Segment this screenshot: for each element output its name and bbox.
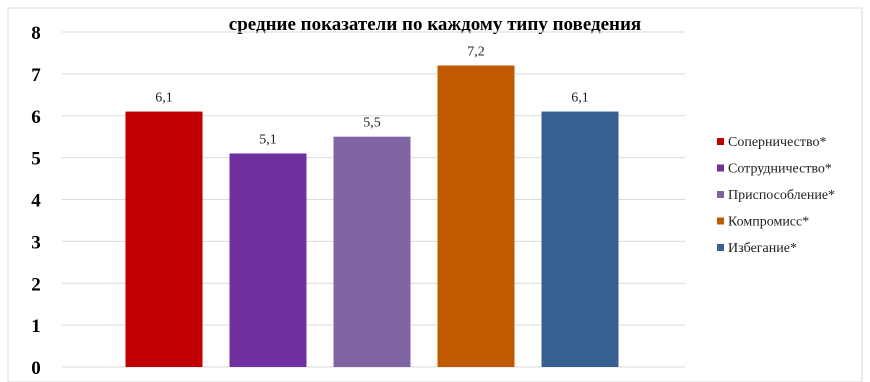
legend-swatch: [717, 164, 724, 172]
bar: [541, 111, 619, 367]
bar: [229, 153, 307, 367]
chart-frame: [7, 7, 863, 382]
data-label: 6,1: [571, 91, 589, 106]
chart-title: средние показатели по каждому типу повед…: [229, 14, 641, 35]
bar: [437, 65, 515, 367]
legend-swatch: [717, 217, 724, 225]
legend-label: Избегание*: [728, 241, 797, 256]
data-label: 5,1: [259, 132, 277, 147]
legend-swatch: [717, 138, 724, 145]
y-tick-label: 1: [31, 316, 41, 337]
data-labels: 6,1 5,1 5,5 7,2 6,1: [155, 45, 589, 148]
legend-label: Компромисс*: [728, 215, 809, 230]
y-axis-ticks: 0 1 2 3 4 5 6 7 8: [31, 23, 41, 379]
y-tick-label: 5: [31, 149, 41, 170]
legend-swatch: [717, 191, 724, 198]
y-tick-label: 3: [31, 232, 41, 253]
y-tick-label: 6: [31, 107, 41, 128]
legend-label: Сотрудничество*: [728, 162, 832, 177]
bar: [125, 111, 203, 367]
data-label: 6,1: [155, 91, 173, 106]
y-tick-label: 8: [31, 23, 41, 44]
bar: [333, 136, 411, 367]
legend-label: Приспособление*: [728, 188, 835, 203]
legend-swatch: [717, 244, 724, 251]
y-tick-label: 7: [31, 65, 41, 86]
data-label: 7,2: [467, 45, 485, 60]
legend-label: Соперничество*: [728, 135, 826, 150]
y-tick-label: 0: [31, 358, 41, 379]
y-tick-label: 4: [31, 191, 41, 212]
y-tick-label: 2: [31, 274, 41, 295]
bars: [125, 65, 619, 367]
data-label: 5,5: [363, 116, 381, 131]
legend: Соперничество* Сотрудничество* Приспособле…: [717, 135, 835, 256]
